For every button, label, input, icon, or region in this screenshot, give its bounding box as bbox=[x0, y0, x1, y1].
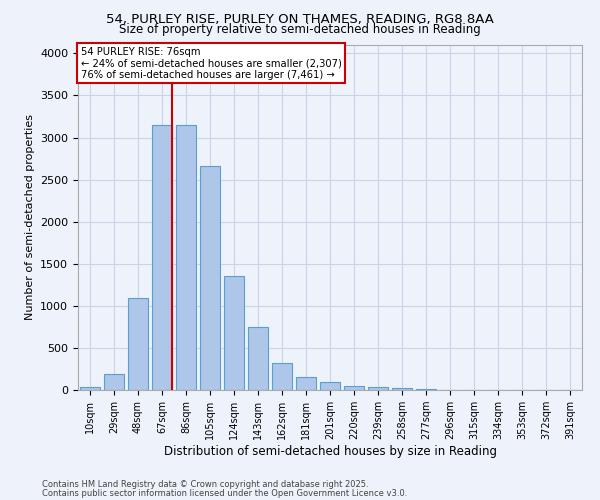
X-axis label: Distribution of semi-detached houses by size in Reading: Distribution of semi-detached houses by … bbox=[163, 445, 497, 458]
Bar bbox=[224, 276, 244, 390]
Bar bbox=[128, 298, 148, 390]
Bar bbox=[176, 125, 196, 390]
Bar bbox=[392, 388, 412, 390]
Bar bbox=[200, 166, 220, 390]
Text: 54, PURLEY RISE, PURLEY ON THAMES, READING, RG8 8AA: 54, PURLEY RISE, PURLEY ON THAMES, READI… bbox=[106, 12, 494, 26]
Bar bbox=[272, 363, 292, 390]
Text: 54 PURLEY RISE: 76sqm
← 24% of semi-detached houses are smaller (2,307)
76% of s: 54 PURLEY RISE: 76sqm ← 24% of semi-deta… bbox=[80, 46, 341, 80]
Y-axis label: Number of semi-detached properties: Number of semi-detached properties bbox=[25, 114, 35, 320]
Bar bbox=[80, 388, 100, 390]
Bar bbox=[248, 327, 268, 390]
Text: Contains HM Land Registry data © Crown copyright and database right 2025.: Contains HM Land Registry data © Crown c… bbox=[42, 480, 368, 489]
Bar bbox=[296, 376, 316, 390]
Bar bbox=[368, 387, 388, 390]
Bar bbox=[152, 125, 172, 390]
Bar bbox=[344, 386, 364, 390]
Bar bbox=[104, 374, 124, 390]
Text: Size of property relative to semi-detached houses in Reading: Size of property relative to semi-detach… bbox=[119, 22, 481, 36]
Bar bbox=[320, 382, 340, 390]
Text: Contains public sector information licensed under the Open Government Licence v3: Contains public sector information licen… bbox=[42, 488, 407, 498]
